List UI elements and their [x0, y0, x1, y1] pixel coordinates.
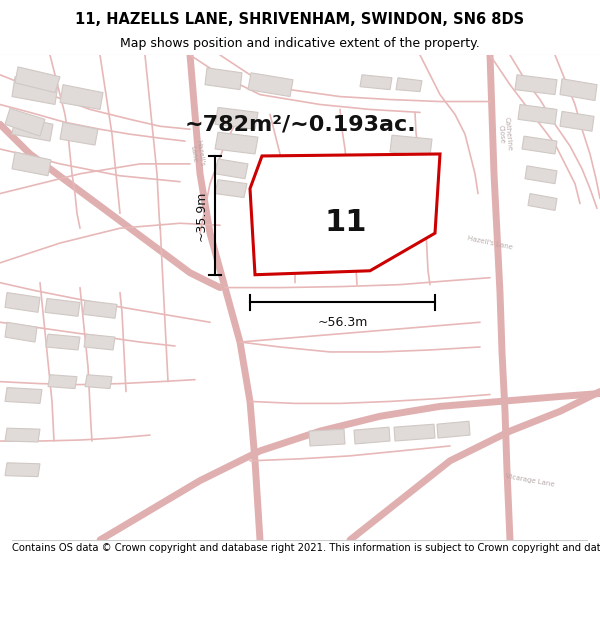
Polygon shape [215, 132, 258, 154]
Polygon shape [5, 109, 45, 136]
Polygon shape [45, 299, 80, 316]
Polygon shape [46, 334, 80, 350]
Polygon shape [392, 211, 428, 231]
Polygon shape [205, 68, 242, 89]
Polygon shape [83, 301, 117, 318]
Polygon shape [525, 166, 557, 184]
Polygon shape [394, 424, 435, 441]
Polygon shape [215, 159, 248, 179]
Polygon shape [215, 180, 247, 198]
Polygon shape [12, 152, 51, 176]
Text: Hazell's
Lane: Hazell's Lane [188, 140, 205, 168]
Polygon shape [12, 116, 53, 141]
Polygon shape [437, 421, 470, 438]
Polygon shape [85, 375, 112, 389]
Polygon shape [522, 136, 557, 154]
Text: ~782m²/~0.193ac.: ~782m²/~0.193ac. [184, 114, 416, 134]
Text: Map shows position and indicative extent of the property.: Map shows position and indicative extent… [120, 38, 480, 51]
Polygon shape [354, 427, 390, 444]
Polygon shape [215, 107, 258, 129]
Text: ~56.3m: ~56.3m [317, 316, 368, 329]
Polygon shape [60, 85, 103, 109]
Polygon shape [309, 429, 345, 446]
Polygon shape [396, 78, 422, 92]
Polygon shape [248, 73, 293, 97]
Polygon shape [5, 462, 40, 477]
Polygon shape [5, 388, 42, 403]
Polygon shape [390, 160, 430, 180]
Polygon shape [5, 428, 40, 442]
Polygon shape [560, 111, 594, 131]
Polygon shape [5, 292, 40, 312]
Text: Hazell's Lane: Hazell's Lane [467, 236, 513, 251]
Text: 11, HAZELLS LANE, SHRIVENHAM, SWINDON, SN6 8DS: 11, HAZELLS LANE, SHRIVENHAM, SWINDON, S… [76, 12, 524, 27]
Polygon shape [15, 67, 60, 92]
Polygon shape [560, 79, 597, 101]
Polygon shape [84, 334, 115, 350]
Polygon shape [250, 154, 440, 275]
Polygon shape [5, 322, 37, 342]
Text: Catherine
Close: Catherine Close [497, 117, 513, 152]
Polygon shape [518, 104, 557, 124]
Text: Vicarage Lane: Vicarage Lane [505, 473, 555, 488]
Polygon shape [515, 75, 557, 94]
Polygon shape [392, 186, 430, 206]
Polygon shape [390, 135, 432, 156]
Polygon shape [48, 375, 77, 389]
Text: 11: 11 [324, 208, 367, 238]
Polygon shape [360, 75, 392, 89]
Polygon shape [528, 194, 557, 211]
Polygon shape [60, 122, 98, 145]
Text: ~35.9m: ~35.9m [194, 190, 208, 241]
Polygon shape [12, 77, 58, 104]
Text: Contains OS data © Crown copyright and database right 2021. This information is : Contains OS data © Crown copyright and d… [12, 542, 600, 552]
